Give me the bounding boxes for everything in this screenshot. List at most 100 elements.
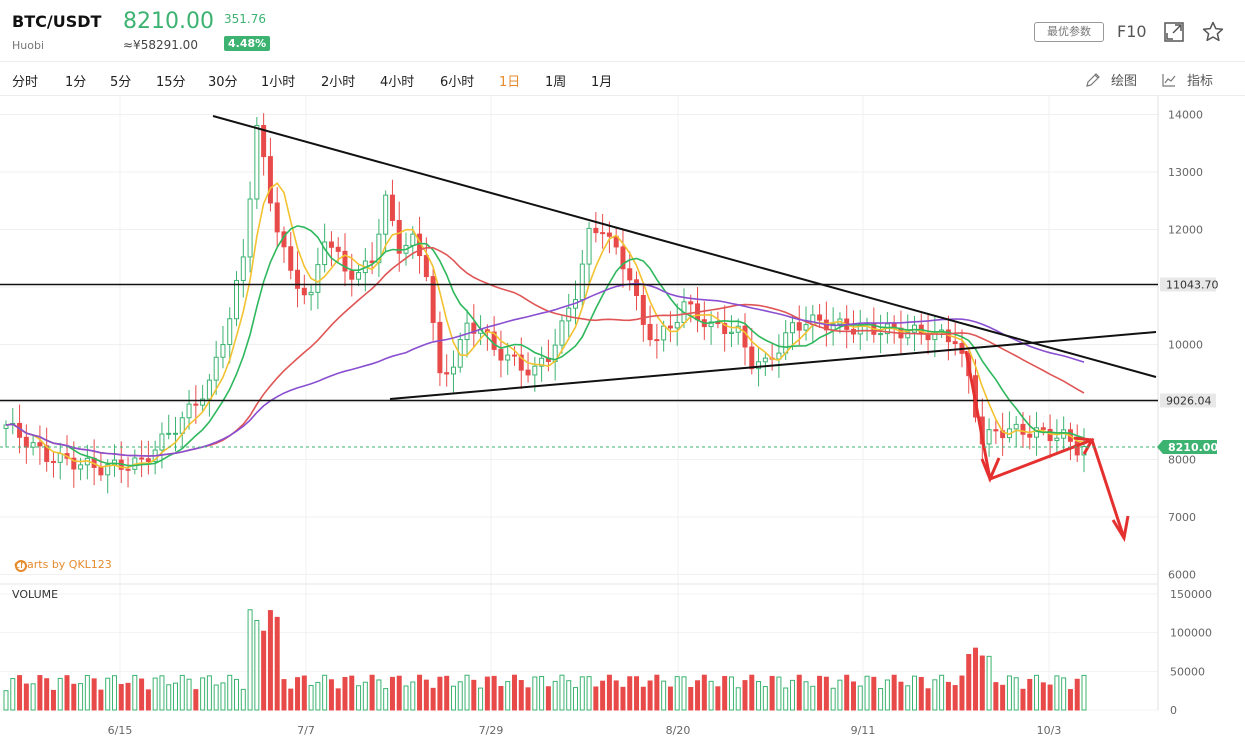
candle-down — [600, 232, 606, 235]
tab-2hour[interactable]: 2小时 — [321, 75, 356, 90]
candle-down — [491, 331, 497, 350]
tab-1month[interactable]: 1月 — [591, 75, 613, 90]
candle-up — [505, 354, 511, 361]
tab-5min[interactable]: 5分 — [110, 75, 132, 90]
tab-4hour[interactable]: 4小时 — [380, 75, 415, 90]
volume-bar — [362, 681, 368, 711]
volume-bar — [342, 677, 348, 711]
volume-bar — [376, 679, 382, 711]
f10-button[interactable]: F10 — [1117, 22, 1147, 41]
volume-bar — [803, 681, 809, 711]
candle-down — [593, 227, 599, 234]
volume-bar — [281, 679, 287, 711]
tab-1hour[interactable]: 1小时 — [261, 75, 296, 90]
candle-up — [539, 357, 545, 367]
price-tick-label: 8000 — [1168, 454, 1196, 467]
moving-averages — [5, 182, 1085, 469]
volume-bar — [918, 676, 924, 711]
indicator-icon[interactable] — [1161, 72, 1177, 88]
volume-bar — [44, 678, 50, 711]
candle-down — [396, 220, 402, 254]
volume-bar — [1081, 674, 1087, 711]
volume-bar — [308, 684, 314, 711]
volume-bar — [315, 681, 321, 711]
volume-bar — [945, 681, 951, 711]
candle-up — [322, 241, 328, 266]
volume-bar — [695, 680, 701, 711]
volume-bar — [545, 686, 551, 711]
volume-bar — [844, 674, 850, 711]
optimal-params-button[interactable]: 最优参数 — [1034, 22, 1104, 42]
price-tick-label: 12000 — [1168, 224, 1203, 237]
candle-down — [342, 250, 348, 272]
candle-down — [430, 276, 436, 323]
volume-bar — [661, 680, 667, 711]
candle-up — [57, 453, 63, 463]
arrowhead-down-1 — [980, 457, 1001, 483]
price-level-lines — [0, 283, 1158, 402]
volume-bar — [64, 675, 70, 711]
tab-1day[interactable]: 1日 — [499, 75, 521, 90]
tab-1week[interactable]: 1周 — [545, 75, 567, 90]
candle-up — [234, 279, 240, 320]
volume-bar — [878, 688, 884, 711]
price-tick-label: 10000 — [1168, 339, 1203, 352]
volume-bar — [776, 676, 782, 711]
volume-bar — [898, 681, 904, 711]
time-tick-label: 10/3 — [1037, 724, 1062, 737]
candle-down — [23, 436, 29, 448]
volume-bar — [905, 685, 911, 711]
expand-icon[interactable] — [1162, 20, 1186, 44]
current-price-label: 8210.00 — [1168, 441, 1218, 454]
star-icon[interactable] — [1201, 20, 1225, 44]
tab-30min[interactable]: 30分 — [208, 75, 238, 90]
volume-bar — [891, 674, 897, 711]
volume-bar — [932, 679, 938, 711]
volume-bar — [491, 675, 497, 711]
volume-bar — [789, 679, 795, 711]
candle-up — [708, 321, 714, 328]
candle-down — [1047, 428, 1053, 442]
volume-bar — [871, 676, 877, 711]
candle-down — [647, 323, 653, 341]
volume-bar — [674, 676, 680, 711]
candle-up — [78, 464, 84, 470]
candle-up — [1013, 423, 1019, 430]
volume-bar — [566, 680, 572, 711]
candle-down — [518, 354, 524, 371]
candle-down — [952, 341, 958, 345]
volume-bar — [600, 680, 606, 711]
volume-bar — [261, 630, 267, 711]
tab-15min[interactable]: 15分 — [156, 75, 186, 90]
indicator-tool-button[interactable]: 指标 — [1187, 74, 1214, 89]
volume-bar — [722, 676, 728, 711]
time-tick-label: 7/29 — [479, 724, 504, 737]
candle-up — [586, 227, 592, 265]
candle-down — [125, 468, 131, 471]
candle-down — [288, 246, 294, 271]
volume-bar — [925, 688, 931, 711]
volume-tick-label: 150000 — [1170, 588, 1212, 601]
candle-up — [30, 442, 36, 448]
candle-down — [301, 287, 307, 296]
candle-down — [1027, 433, 1033, 438]
tab-1min[interactable]: 1分 — [65, 75, 87, 90]
draw-tool-button[interactable]: 绘图 — [1111, 74, 1138, 89]
volume-bar — [437, 676, 443, 711]
volume-bar — [1054, 675, 1060, 711]
volume-bar — [410, 681, 416, 711]
candlestick-chart[interactable]: 1400013000120001100010000900080007000600… — [0, 96, 1245, 752]
candle-up — [756, 361, 762, 370]
tab-timeshare[interactable]: 分时 — [12, 75, 39, 90]
pencil-icon[interactable] — [1085, 72, 1101, 88]
volume-bar — [586, 676, 592, 711]
volume-bar — [267, 610, 273, 711]
price-level-label: 9026.04 — [1166, 395, 1212, 408]
volume-bar — [389, 676, 395, 711]
volume-bar — [450, 685, 456, 711]
tab-6hour[interactable]: 6小时 — [440, 75, 475, 90]
volume-bar — [606, 674, 612, 711]
candle-up — [254, 125, 260, 200]
volume-bar — [139, 678, 145, 711]
volume-bar — [206, 675, 212, 711]
